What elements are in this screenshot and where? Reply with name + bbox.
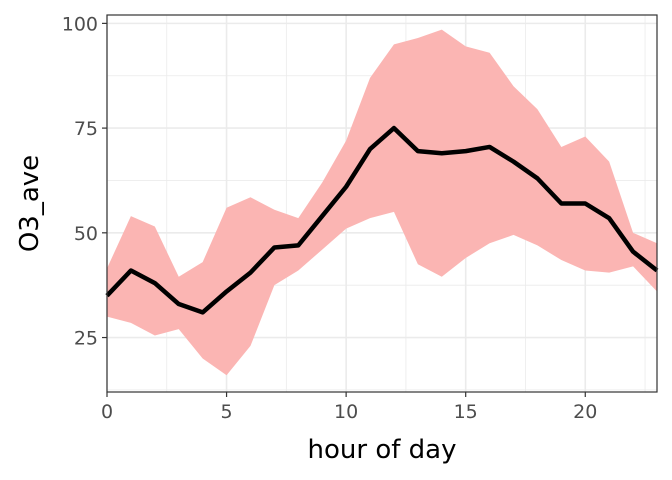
x-tick-label: 0 [101,401,113,423]
x-tick-label: 20 [573,401,597,423]
x-axis-ticks: 0 5 10 15 20 [101,392,597,423]
y-tick-label: 50 [74,223,98,245]
y-axis-title: O3_ave [15,155,45,252]
y-tick-label: 100 [62,13,98,35]
series-line [105,125,659,315]
y-axis-ticks: 25 50 75 100 [62,13,107,350]
x-tick-label: 10 [334,401,358,423]
y-tick-label: 75 [74,118,98,140]
x-tick-label: 15 [454,401,478,423]
x-axis-title: hour of day [308,435,457,465]
confidence-ribbon [107,29,657,376]
x-tick-label: 5 [221,401,233,423]
y-tick-label: 25 [74,328,98,350]
panel-border [106,14,658,393]
